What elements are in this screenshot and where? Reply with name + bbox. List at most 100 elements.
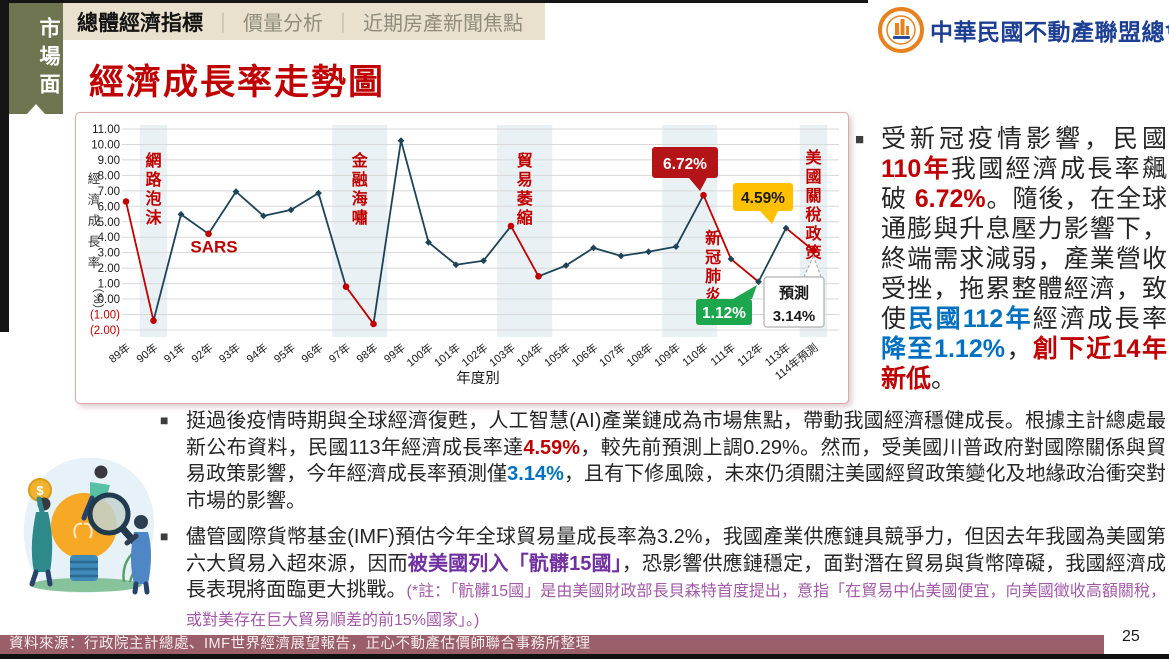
line-segment bbox=[152, 214, 182, 321]
tab-price-volume[interactable]: 價量分析 bbox=[243, 13, 323, 35]
line-segment bbox=[593, 247, 622, 257]
data-point bbox=[480, 257, 487, 265]
line-segment bbox=[757, 227, 787, 283]
x-tick-label: 89年 bbox=[106, 340, 133, 365]
event-label: 貿 bbox=[517, 151, 533, 170]
callout-box bbox=[733, 183, 793, 211]
line-segment bbox=[730, 258, 760, 283]
y-tick-label: 0.00 bbox=[98, 294, 120, 306]
line-segment bbox=[235, 190, 265, 217]
text-segment: 挺過後疫情時期與全球經濟復甦，人工智慧(AI)產業鏈成為市場焦點，帶動我國經濟穩… bbox=[186, 410, 1166, 459]
x-tick-label: 106年 bbox=[569, 340, 601, 369]
event-label: 稅 bbox=[805, 205, 821, 224]
data-point bbox=[397, 137, 405, 144]
side-border bbox=[0, 0, 9, 332]
analysis-bullet-2: ■ 儘管國際貨幣基金(IMF)預估今年全球貿易量成長率為3.2%，我國產業供應鏈… bbox=[160, 524, 1166, 634]
y-tick-label: (2.00) bbox=[90, 325, 120, 337]
event-label: 泡 bbox=[145, 189, 161, 208]
data-point-crisis bbox=[507, 222, 515, 230]
text-segment: 6.72% bbox=[914, 185, 986, 213]
text-segment: 4.59% bbox=[523, 436, 581, 459]
text-segment: (*註：「骯髒15國」是由美國財政部長貝森特首度提出，意指「在貿易中佔美國便宜，… bbox=[186, 583, 1167, 629]
event-label: 縮 bbox=[517, 208, 533, 227]
event-label: SARS bbox=[190, 238, 237, 257]
x-tick-label: 105年 bbox=[541, 340, 573, 369]
event-label: 國 bbox=[805, 168, 821, 186]
y-tick-label: 7.00 bbox=[98, 186, 120, 198]
event-label: 冠 bbox=[705, 248, 721, 266]
event-label: 肺 bbox=[705, 266, 721, 285]
x-tick-label: 99年 bbox=[381, 340, 408, 365]
line-segment bbox=[317, 192, 347, 287]
chart-card: 11.00 10.00 9.00 8.00 7.00 6.00 5.00 4.00 3.00 2.… bbox=[75, 112, 849, 404]
line-segment bbox=[345, 286, 375, 325]
source-footer: 資料來源：行政院主計總處、IMF世界經濟展望報告，正心不動產估價師聯合事務所整理 bbox=[0, 635, 1104, 654]
x-tick-label: 96年 bbox=[298, 340, 325, 365]
callout-pointer bbox=[760, 211, 778, 224]
sidebar-tab-market[interactable]: 市場面 bbox=[9, 3, 63, 114]
line-segment bbox=[482, 225, 512, 262]
data-point bbox=[755, 278, 762, 286]
x-tick-label: 103年 bbox=[486, 340, 518, 369]
line-segment bbox=[290, 192, 319, 211]
data-point-crisis bbox=[810, 247, 817, 254]
x-tick-label: 91年 bbox=[161, 340, 188, 365]
data-point bbox=[782, 224, 790, 232]
event-label: 萎 bbox=[516, 189, 534, 208]
data-point-crisis bbox=[205, 230, 212, 238]
y-axis-unit: （%） bbox=[91, 281, 105, 316]
analysis-text-1: 挺過後疫情時期與全球經濟復甦，人工智慧(AI)產業鏈成為市場焦點，帶動我國經濟穩… bbox=[186, 408, 1166, 514]
text-segment: ，恐影響供應鏈穩定，面對潛在貿易與貨幣障礙，我國經濟成長表現將面臨更大挑戰。 bbox=[186, 552, 1167, 602]
x-tick-label: 95年 bbox=[271, 340, 298, 365]
x-tick-label: 107年 bbox=[596, 340, 628, 369]
line-segment bbox=[648, 245, 677, 253]
sidebar-tab-label: 市場面 bbox=[37, 17, 60, 101]
tab-separator: ｜ bbox=[213, 13, 233, 35]
data-point-crisis bbox=[150, 317, 157, 325]
x-tick-label: 93年 bbox=[216, 340, 243, 365]
text-segment: 。隨後，在全球通膨與升息壓力影響下，終端需求減弱，產業營收受挫，拖累整體經濟，致… bbox=[881, 185, 1167, 333]
lightbulb-illustration: $ bbox=[23, 457, 155, 595]
text-segment: ，且有下修風險，未來仍須關注美國經貿政策變化及地緣政治衝突對市場的影響。 bbox=[186, 463, 1167, 512]
x-tick-label: 109年 bbox=[651, 340, 683, 369]
line-segment bbox=[427, 241, 457, 266]
callout-box bbox=[696, 299, 752, 325]
analysis-bullet-1: ■ 挺過後疫情時期與全球經濟復甦，人工智慧(AI)產業鏈成為市場焦點，帶動我國經… bbox=[160, 408, 1166, 514]
line-segment bbox=[207, 191, 237, 235]
text-segment: 3.14% bbox=[507, 463, 564, 485]
data-point bbox=[617, 252, 625, 260]
data-point bbox=[452, 261, 460, 269]
callout-label: 預測 bbox=[779, 284, 809, 302]
line-segment bbox=[372, 140, 402, 325]
data-point bbox=[672, 243, 680, 251]
line-segment bbox=[125, 201, 155, 321]
x-tick-label: 100年 bbox=[404, 340, 436, 369]
tab-macro-indicators[interactable]: 總體經濟指標 bbox=[77, 11, 203, 35]
x-tick-label: 110年 bbox=[679, 340, 710, 369]
tab-housing-news[interactable]: 近期房產新聞焦點 bbox=[363, 13, 523, 35]
data-point-crisis bbox=[535, 273, 542, 280]
y-axis-title: 長 bbox=[88, 235, 101, 249]
line-segment bbox=[455, 259, 484, 266]
text-segment: 儘管國際貨幣基金(IMF)預估今年全球貿易量成長率為3.2%，我國產業供應鏈具競… bbox=[186, 526, 1166, 575]
text-segment: 110年 bbox=[881, 155, 951, 183]
callout-label: 3.14% bbox=[773, 308, 816, 325]
text-segment: 我國經濟成長率飆破 bbox=[881, 155, 1167, 213]
x-tick-label: 108年 bbox=[624, 340, 656, 369]
data-point bbox=[645, 248, 652, 256]
callout-box bbox=[763, 276, 825, 328]
tab-separator: ｜ bbox=[333, 13, 353, 35]
data-point bbox=[260, 212, 267, 220]
text-segment: 被美國列入「骯髒15國」 bbox=[407, 552, 622, 575]
line-segment bbox=[620, 250, 649, 257]
line-segment bbox=[510, 225, 540, 277]
analysis-text-2: 儘管國際貨幣基金(IMF)預估今年全球貿易量成長率為3.2%，我國產業供應鏈具競… bbox=[186, 524, 1166, 634]
bullet-icon: ■ bbox=[855, 131, 865, 148]
line-segment bbox=[180, 213, 210, 235]
y-tick-label: 8.00 bbox=[98, 170, 120, 182]
callout-pointer bbox=[689, 178, 707, 191]
text-segment: 降至1.12% bbox=[881, 335, 1005, 363]
event-label: 金 bbox=[351, 151, 369, 170]
event-label: 網 bbox=[145, 151, 161, 170]
line-segment bbox=[263, 208, 292, 217]
